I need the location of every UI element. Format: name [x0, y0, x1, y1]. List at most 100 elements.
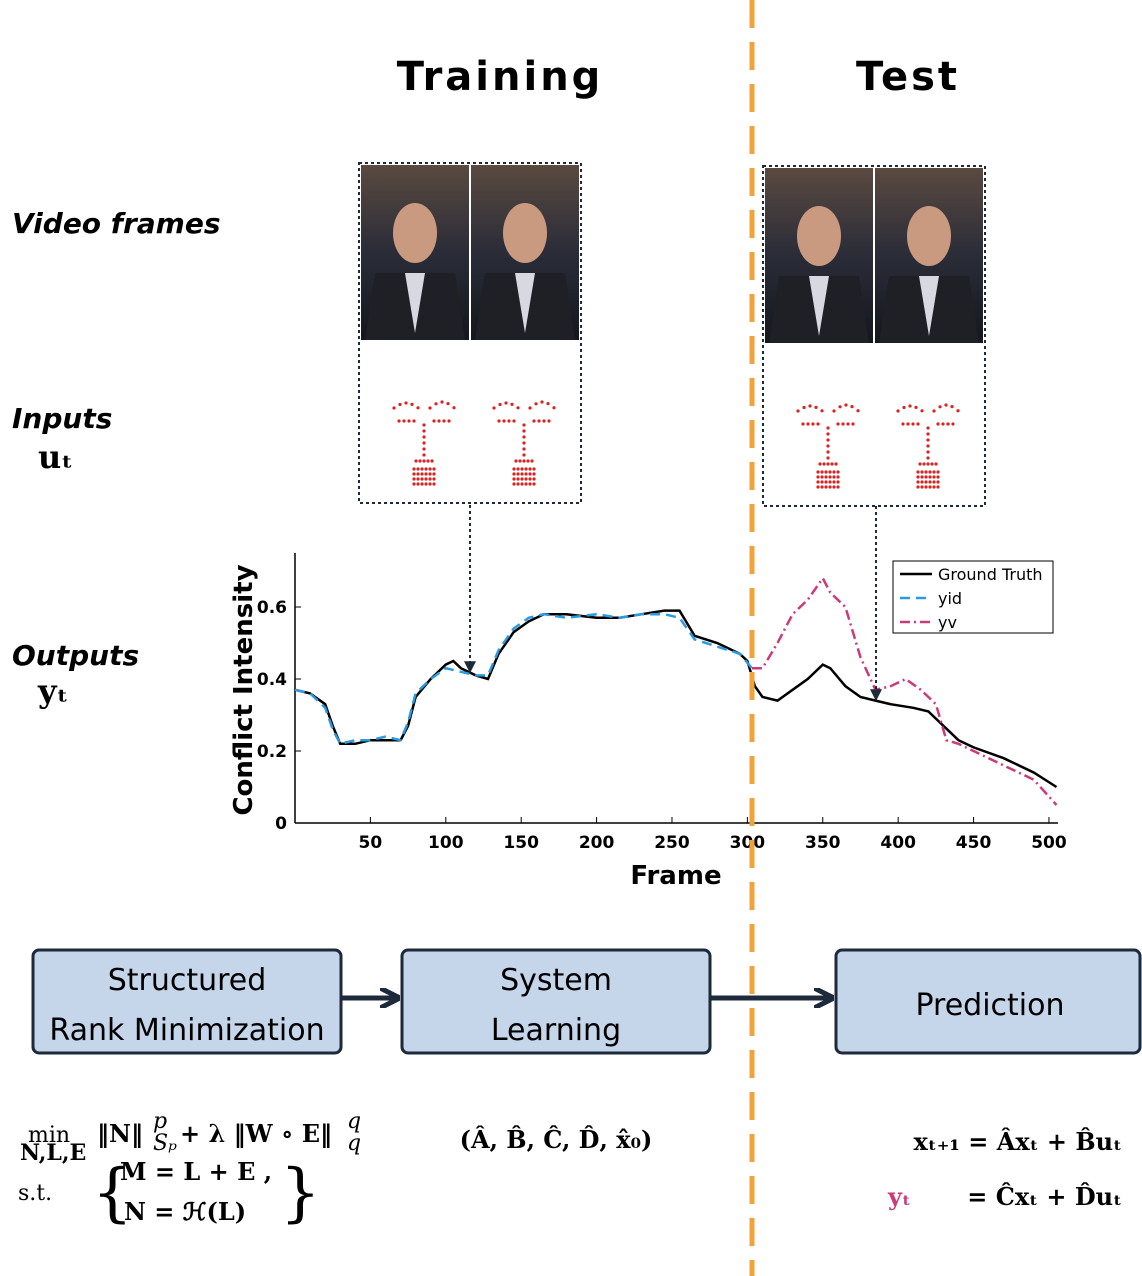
landmark-dot	[522, 453, 525, 456]
landmark-dot	[928, 480, 931, 483]
landmark-dot	[924, 485, 927, 488]
landmark-dot	[547, 419, 550, 422]
x-tick-label: 450	[956, 833, 992, 853]
landmark-dot	[452, 406, 455, 409]
landmark-dot	[802, 406, 805, 409]
legend-label: yid	[938, 589, 962, 608]
face	[797, 206, 841, 266]
row-label: Outputs	[12, 639, 139, 672]
row-symbol: yₜ	[37, 672, 68, 710]
landmark-dot	[820, 485, 823, 488]
landmark-dot	[820, 475, 823, 478]
landmark-dot	[826, 438, 829, 441]
landmark-dot	[398, 403, 401, 406]
equation: ‖N‖	[97, 1119, 143, 1148]
landmark-dot	[532, 482, 535, 485]
landmark-dot	[407, 419, 410, 422]
landmark-dot	[796, 409, 799, 412]
landmark-dot	[896, 409, 899, 412]
landmark-dot	[542, 419, 545, 422]
x-tick-label: 50	[359, 833, 383, 853]
landmark-dot	[826, 426, 829, 429]
landmark-dot	[504, 401, 507, 404]
block-label: Structured	[108, 963, 267, 998]
brace: {	[92, 1156, 133, 1230]
equation: + λ ‖W ∘ E‖	[180, 1119, 332, 1148]
landmark-dot	[826, 462, 829, 465]
landmark-dot	[446, 402, 449, 405]
landmark-dot	[836, 470, 839, 473]
landmark-dot	[518, 459, 521, 462]
block-label: Prediction	[915, 988, 1064, 1023]
landmark-dot	[420, 477, 423, 480]
landmark-dot	[516, 406, 519, 409]
legend-label: Ground Truth	[938, 565, 1043, 584]
landmark-dot	[416, 472, 419, 475]
landmark-dot	[822, 462, 825, 465]
x-tick-label: 150	[503, 833, 539, 853]
landmark-dot	[534, 402, 537, 405]
landmark-dot	[932, 480, 935, 483]
landmark-dot	[826, 444, 829, 447]
landmark-dot	[916, 485, 919, 488]
landmark-dot	[532, 472, 535, 475]
landmark-dot	[492, 406, 495, 409]
landmark-dot	[932, 470, 935, 473]
landmark-dot	[911, 422, 914, 425]
landmark-dot	[920, 480, 923, 483]
landmark-dot	[416, 482, 419, 485]
landmark-dot	[916, 422, 919, 425]
landmark-dot	[432, 472, 435, 475]
landmark-dot	[520, 482, 523, 485]
landmark-dot	[416, 477, 419, 480]
landmark-dot	[930, 462, 933, 465]
y-tick-label: 0.2	[257, 742, 287, 762]
landmark-dot	[530, 459, 533, 462]
landmark-dot	[512, 477, 515, 480]
landmark-dot	[522, 441, 525, 444]
landmark-dot	[950, 405, 953, 408]
landmark-dot	[422, 435, 425, 438]
landmark-dot	[850, 405, 853, 408]
landmark-dot	[944, 403, 947, 406]
header-test: Test	[856, 54, 960, 100]
landmark-dot	[528, 406, 531, 409]
x-tick-label: 350	[805, 833, 841, 853]
face	[503, 203, 547, 263]
landmark-dot	[824, 475, 827, 478]
face	[393, 203, 437, 263]
landmark-dot	[926, 450, 929, 453]
x-tick-label: 100	[428, 833, 464, 853]
landmark-dot	[936, 480, 939, 483]
landmark-dot	[412, 472, 415, 475]
landmark-dot	[816, 470, 819, 473]
y-tick-label: 0	[275, 814, 287, 834]
landmark-dot	[416, 406, 419, 409]
equation: xₜ₊₁ = Âxₜ + B̂uₜ	[914, 1127, 1122, 1156]
landmark-dot	[932, 409, 935, 412]
landmark-dot	[801, 422, 804, 425]
landmark-dot	[824, 485, 827, 488]
landmark-dot	[514, 459, 517, 462]
landmark-dot	[524, 467, 527, 470]
x-tick-label: 300	[730, 833, 766, 853]
equation: s.t.	[18, 1181, 52, 1206]
landmark-dot	[412, 477, 415, 480]
landmark-dot	[512, 472, 515, 475]
landmark-dot	[516, 472, 519, 475]
landmark-dot	[914, 406, 917, 409]
landmark-dot	[836, 475, 839, 478]
landmark-dot	[924, 480, 927, 483]
landmark-dot	[824, 470, 827, 473]
landmark-dot	[420, 467, 423, 470]
landmark-dot	[956, 409, 959, 412]
landmark-dot	[516, 482, 519, 485]
landmark-dot	[420, 472, 423, 475]
x-tick-label: 400	[880, 833, 916, 853]
landmark-dot	[414, 459, 417, 462]
landmark-dot	[440, 400, 443, 403]
landmark-dot	[924, 470, 927, 473]
face	[907, 206, 951, 266]
landmark-dot	[432, 419, 435, 422]
landmark-dot	[516, 477, 519, 480]
